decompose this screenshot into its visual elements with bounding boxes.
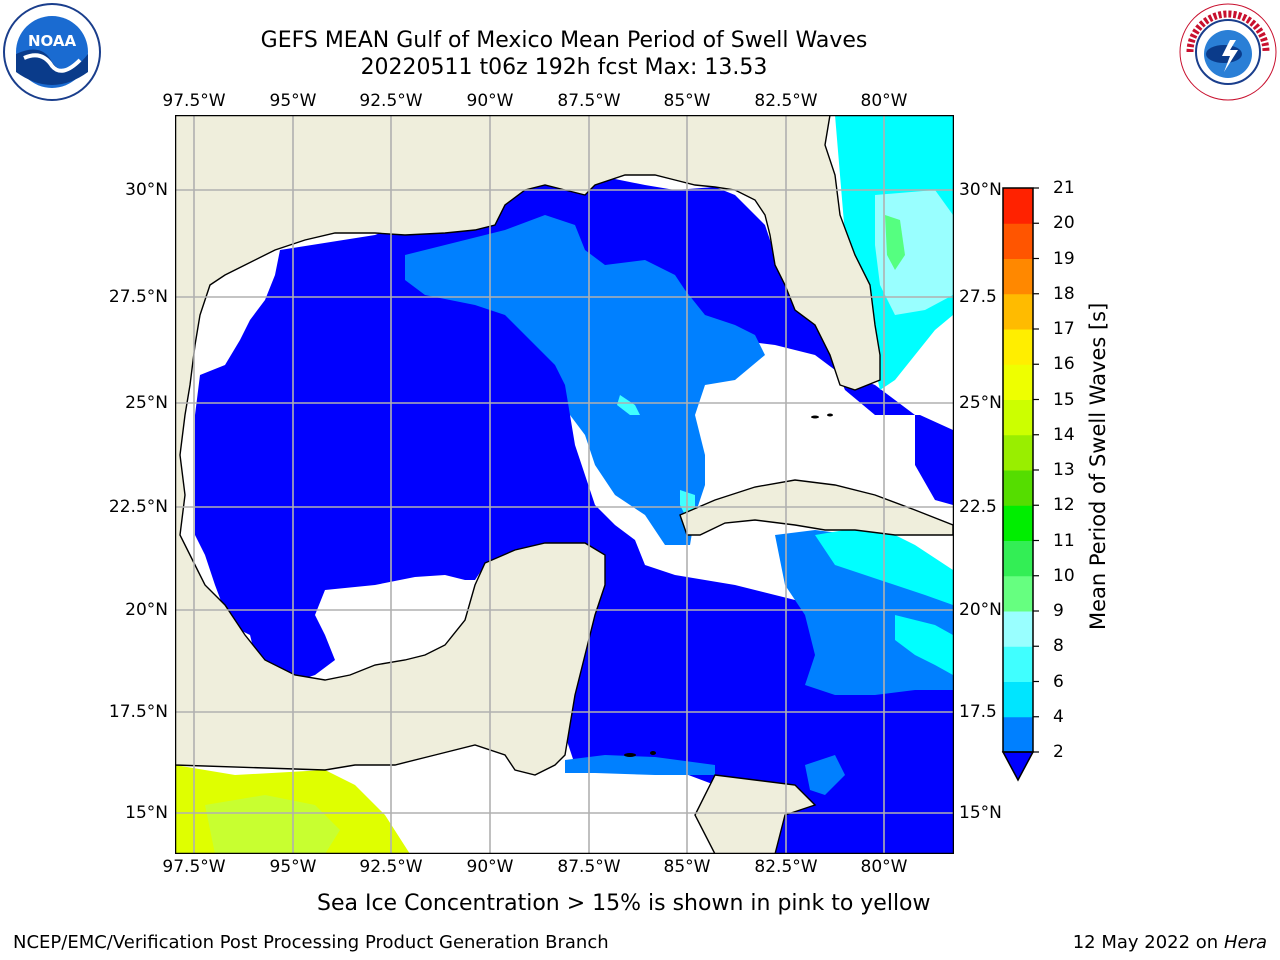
colorbar-segment	[1003, 329, 1033, 365]
chart-title: GEFS MEAN Gulf of Mexico Mean Period of …	[260, 28, 868, 53]
colorbar-tick-label: 4	[1053, 706, 1064, 727]
lon-tick-top: 85°W	[663, 91, 711, 111]
islands	[624, 413, 833, 757]
colorbar-label: Mean Period of Swell Waves [s]	[1086, 302, 1110, 630]
colorbar-segment	[1003, 646, 1033, 682]
lat-tick-left: 27.5°N	[108, 287, 168, 307]
lon-tick-top: 82.5°W	[754, 91, 818, 111]
svg-text:NOAA: NOAA	[28, 32, 77, 50]
colorbar-tick-label: 21	[1053, 178, 1075, 198]
colorbar-segment	[1003, 293, 1033, 330]
lon-tick-bottom: 97.5°W	[162, 857, 226, 877]
sea-ice-note: Sea Ice Concentration > 15% is shown in …	[317, 891, 931, 916]
lat-tick-left: 17.5°N	[108, 702, 168, 722]
swell-field-4-6s-patch	[805, 755, 845, 795]
lon-tick-bottom: 82.5°W	[754, 857, 818, 877]
lon-tick-top: 80°W	[860, 91, 908, 111]
colorbar-tick-label: 11	[1053, 530, 1075, 551]
lon-tick-top: 92.5°W	[359, 91, 423, 111]
colorbar-segment	[1003, 223, 1033, 259]
colorbar-tick-label: 8	[1053, 636, 1064, 657]
footer-host: Hera	[1223, 932, 1267, 953]
lat-tick-right: 30°N	[959, 180, 1002, 200]
lon-tick-top: 97.5°W	[162, 91, 226, 111]
colorbar-tick-label: 17	[1053, 319, 1075, 339]
swell-field-4-6s-south	[565, 755, 715, 775]
lat-tick-right: 15°N	[959, 803, 1002, 823]
colorbar-tick-label: 14	[1053, 424, 1075, 445]
colorbar-extend-arrow	[1001, 751, 1035, 782]
colorbar-segment	[1003, 470, 1033, 506]
lat-tick-left: 25°N	[125, 393, 168, 413]
colorbar-segment	[1003, 611, 1033, 647]
lat-tick-left: 15°N	[125, 803, 168, 823]
lon-tick-bottom: 95°W	[269, 857, 317, 877]
colorbar-tick-label: 6	[1053, 671, 1064, 692]
swell-field-13-14s-pacific	[205, 795, 340, 854]
colorbar	[1001, 187, 1039, 782]
colorbar-tick-label: 19	[1053, 248, 1075, 269]
colorbar-segment	[1003, 505, 1033, 541]
colorbar-segment	[1003, 716, 1033, 753]
colorbar-segment	[1003, 681, 1033, 718]
swell-field-9-10s-atlantic	[885, 215, 905, 270]
map-plot	[175, 115, 954, 854]
colorbar-segment	[1003, 434, 1033, 471]
swell-field-cyan-streak	[617, 395, 640, 415]
colorbar-tick-label: 9	[1053, 601, 1064, 621]
lon-tick-bottom: 92.5°W	[359, 857, 423, 877]
nws-logo-icon	[1179, 3, 1277, 101]
lat-tick-left: 30°N	[125, 180, 168, 200]
colorbar-tick-label: 16	[1053, 354, 1075, 375]
footer-date: 12 May 2022 on Hera	[1073, 932, 1267, 954]
lon-tick-top: 95°W	[269, 91, 317, 111]
colorbar-tick-label: 13	[1053, 460, 1075, 480]
lat-tick-right: 27.5	[959, 287, 997, 307]
lat-tick-left: 22.5°N	[108, 497, 168, 517]
lon-tick-bottom: 90°W	[466, 857, 514, 877]
colorbar-segment	[1003, 258, 1033, 295]
footer-credit: NCEP/EMC/Verification Post Processing Pr…	[13, 932, 609, 953]
colorbar-segment	[1003, 399, 1033, 436]
lon-tick-bottom: 80°W	[860, 857, 908, 877]
colorbar-segment	[1003, 364, 1033, 400]
colorbar-tick-label: 15	[1053, 389, 1075, 410]
lon-tick-top: 90°W	[466, 91, 514, 111]
colorbar-segment	[1003, 188, 1033, 224]
footer-date-text: 12 May 2022 on	[1072, 932, 1219, 953]
map-frame	[175, 115, 954, 854]
lon-tick-top: 87.5°W	[557, 91, 621, 111]
colorbar-tick-label: 2	[1053, 742, 1064, 762]
lat-tick-right: 25°N	[959, 393, 1002, 413]
lat-tick-right: 17.5	[959, 702, 997, 722]
colorbar-tick-label: 12	[1053, 495, 1075, 516]
swell-field-2-4s	[195, 177, 953, 854]
colorbar-tick-label: 18	[1053, 283, 1075, 304]
colorbar-segment	[1003, 540, 1033, 577]
lat-tick-right: 22.5	[959, 497, 997, 517]
colorbar-tick-label: 10	[1053, 565, 1075, 586]
chart-subtitle: 20220511 t06z 192h fcst Max: 13.53	[360, 55, 768, 80]
colorbar-tick-label: 20	[1053, 213, 1075, 234]
lon-tick-bottom: 85°W	[663, 857, 711, 877]
colorbar-segment	[1003, 575, 1033, 612]
noaa-logo-icon: NOAA	[3, 3, 101, 101]
swell-field-6-8s-southeast	[895, 615, 953, 675]
grid-lines	[175, 115, 954, 854]
lat-tick-left: 20°N	[125, 600, 168, 620]
lon-tick-bottom: 87.5°W	[557, 857, 621, 877]
lat-tick-right: 20°N	[959, 600, 1002, 620]
